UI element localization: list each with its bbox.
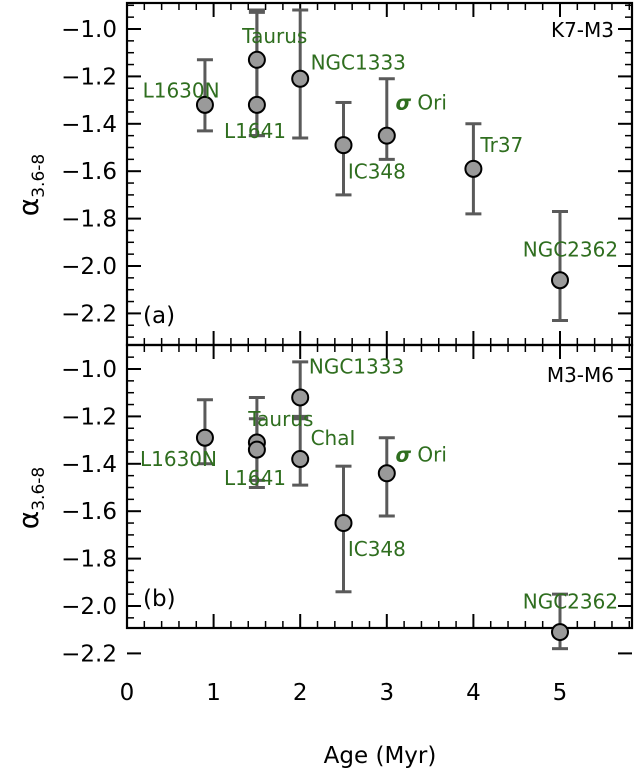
data-point	[249, 97, 265, 113]
data-point	[292, 71, 308, 87]
x-tick-label: 1	[206, 680, 221, 706]
panel-b-ylabel: α3.6-8	[12, 467, 49, 529]
cluster-label: Taurus	[241, 24, 307, 48]
y-tick-label: −2.2	[61, 301, 117, 327]
panel-b-sample-label: M3-M6	[547, 363, 614, 387]
data-point	[197, 430, 213, 446]
cluster-label: IC348	[348, 537, 406, 561]
x-tick-label: 3	[379, 680, 394, 706]
y-tick-label: −1.6	[61, 159, 117, 185]
svg-text:α3.6-8: α3.6-8	[12, 467, 49, 529]
x-tick-label: 5	[553, 680, 568, 706]
panel-a-sample-label: K7-M3	[551, 18, 614, 42]
y-tick-label: −1.4	[61, 452, 117, 478]
data-point	[552, 272, 568, 288]
panel-a-tag: (a)	[143, 303, 175, 329]
y-tick-label: −1.6	[61, 499, 117, 525]
y-tick-label: −1.8	[61, 207, 117, 233]
cluster-label: IC348	[348, 159, 406, 183]
cluster-label: L1630N	[143, 79, 220, 103]
y-tick-label: −1.0	[61, 17, 117, 43]
y-tick-label: −1.0	[61, 357, 117, 383]
cluster-label: Tr37	[479, 133, 523, 157]
x-tick-label: 2	[293, 680, 308, 706]
x-tick-label: 0	[120, 680, 135, 706]
cluster-label: σ Ori	[395, 91, 446, 115]
data-point	[336, 137, 352, 153]
cluster-label: L1630N	[140, 447, 217, 471]
cluster-label: σ Ori	[395, 442, 446, 466]
data-point	[379, 465, 395, 481]
y-tick-label: −1.2	[61, 404, 117, 430]
cluster-label: L1641	[224, 119, 286, 143]
y-tick-label: −2.0	[61, 254, 117, 280]
cluster-label: NGC1333	[309, 355, 404, 379]
data-point	[249, 442, 265, 458]
cluster-label: NGC1333	[311, 50, 406, 74]
y-tick-label: −2.0	[61, 594, 117, 620]
cluster-label: NGC2362	[523, 589, 618, 613]
y-tick-label: −1.4	[61, 112, 117, 138]
cluster-label: ChaI	[311, 426, 356, 450]
data-point	[552, 624, 568, 640]
data-point	[249, 52, 265, 68]
panel-b-frame	[127, 345, 632, 628]
y-tick-label: −1.2	[61, 64, 117, 90]
panel-b-tag: (b)	[143, 586, 176, 612]
data-point	[292, 389, 308, 405]
data-point	[292, 451, 308, 467]
y-tick-label: −2.2	[61, 641, 117, 667]
y-tick-label: −1.8	[61, 547, 117, 573]
cluster-label: Taurus	[247, 407, 313, 431]
data-point	[336, 515, 352, 531]
data-point	[465, 161, 481, 177]
svg-text:α3.6-8: α3.6-8	[12, 154, 49, 216]
panel-a-ylabel: α3.6-8	[12, 154, 49, 216]
cluster-label: NGC2362	[523, 238, 618, 262]
data-point	[379, 128, 395, 144]
x-axis-title: Age (Myr)	[324, 743, 437, 769]
cluster-label: L1641	[224, 466, 286, 490]
x-tick-label: 4	[466, 680, 481, 706]
